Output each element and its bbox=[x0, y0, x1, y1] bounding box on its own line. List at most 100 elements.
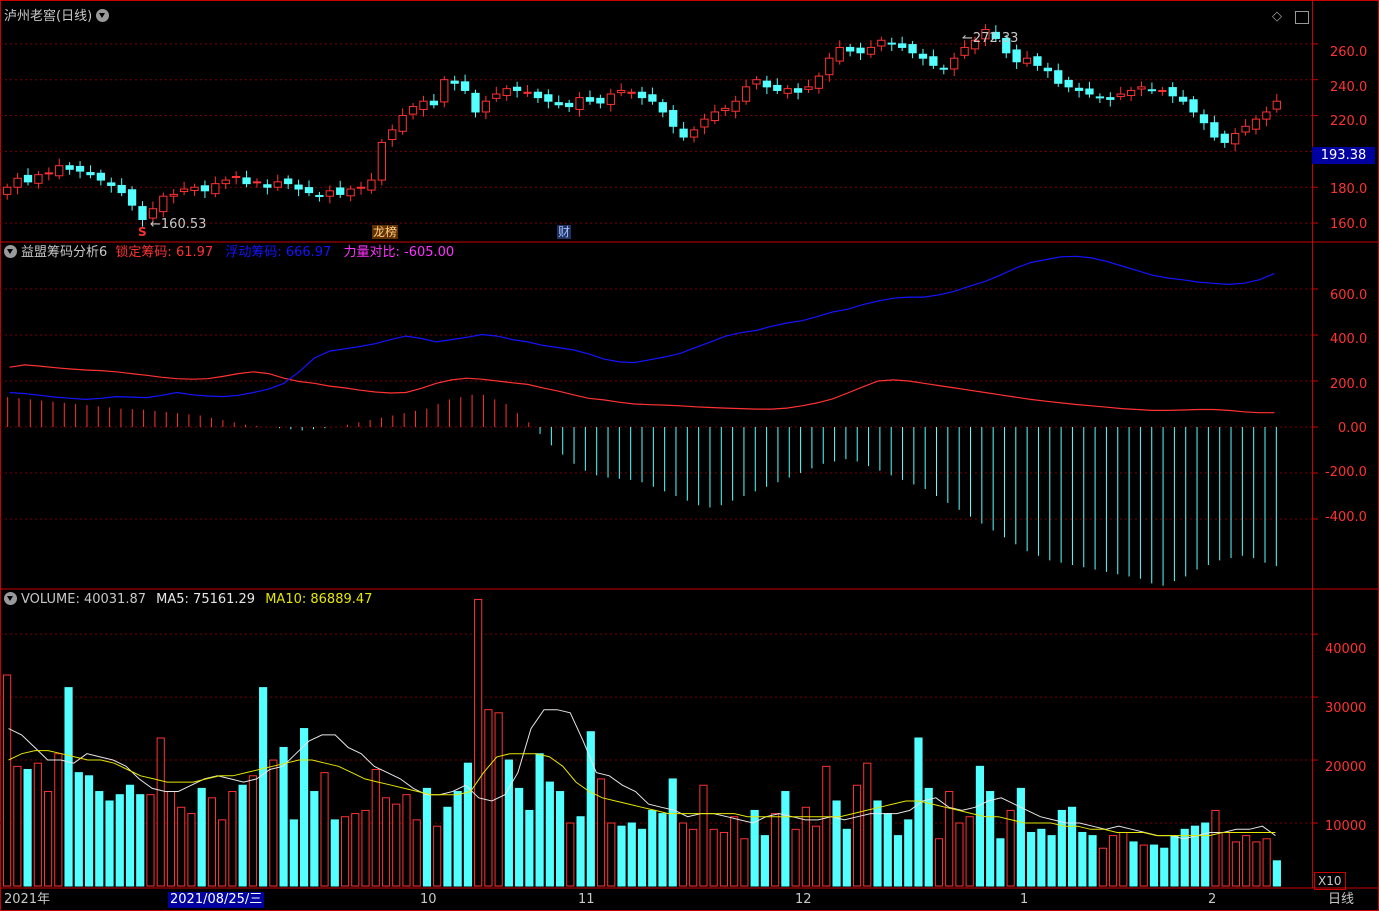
volume-bar bbox=[883, 813, 892, 887]
candle-body bbox=[877, 39, 886, 47]
price-tick: 180.0 bbox=[1330, 182, 1368, 197]
indicator-name: 益盟筹码分析6 bbox=[21, 245, 108, 260]
force-value: -605.00 bbox=[404, 245, 455, 260]
volume-bar bbox=[893, 835, 903, 887]
month-label: 2 bbox=[1208, 892, 1217, 907]
chevron-down-icon[interactable] bbox=[4, 245, 17, 258]
diamond-icon[interactable]: ◇ bbox=[1272, 9, 1282, 24]
float-value: 666.97 bbox=[285, 245, 332, 260]
candle-body bbox=[211, 183, 220, 195]
candle-body bbox=[1231, 132, 1240, 145]
volume-bar bbox=[43, 791, 53, 887]
candle-body bbox=[1095, 96, 1105, 99]
volume-bar bbox=[1006, 809, 1015, 887]
volume-bar bbox=[668, 778, 677, 887]
candle-body bbox=[388, 129, 397, 141]
chevron-down-icon[interactable] bbox=[4, 592, 17, 605]
candle-body bbox=[481, 100, 491, 113]
panel-toggle-icon[interactable] bbox=[1295, 11, 1309, 24]
volume-bar bbox=[187, 813, 196, 887]
volume-tick: 40000 bbox=[1325, 642, 1367, 657]
candle-body bbox=[960, 46, 969, 56]
cursor-date-box: 2021/08/25/三 bbox=[168, 892, 265, 908]
volume-bar bbox=[781, 791, 790, 887]
volume-bar bbox=[689, 828, 698, 887]
candle-body bbox=[585, 97, 595, 102]
volume-bar bbox=[1067, 806, 1077, 887]
candle-body bbox=[117, 184, 126, 194]
candle-body bbox=[1158, 89, 1167, 92]
candle-body bbox=[190, 186, 199, 191]
candle-body bbox=[44, 172, 53, 175]
volume-bar bbox=[699, 784, 708, 887]
chevron-down-icon[interactable] bbox=[96, 9, 110, 22]
candle-body bbox=[325, 190, 334, 197]
locked-chips-line bbox=[9, 364, 1275, 414]
volume-bar bbox=[709, 828, 718, 887]
candle-body bbox=[1064, 79, 1073, 88]
period-label: (日线) bbox=[56, 9, 93, 24]
volume-bar bbox=[1180, 828, 1189, 887]
candle-body bbox=[75, 165, 85, 172]
volume-bar bbox=[1231, 841, 1241, 887]
candle-body bbox=[96, 172, 106, 181]
candle-body bbox=[908, 44, 917, 54]
volume-bar bbox=[924, 787, 933, 887]
candle-body bbox=[159, 195, 168, 213]
candle-body bbox=[502, 88, 511, 96]
candle-body bbox=[773, 84, 782, 91]
volume-bar bbox=[115, 794, 124, 887]
candle-body bbox=[65, 165, 74, 170]
price-tick: 160.0 bbox=[1330, 217, 1368, 232]
force-label: 力量对比: bbox=[343, 245, 400, 260]
volume-bar bbox=[934, 838, 944, 887]
volume-bar bbox=[811, 825, 821, 887]
rank-marker[interactable]: 龙榜 bbox=[372, 225, 399, 239]
volume-bar bbox=[1170, 835, 1179, 887]
volume-value: 40031.87 bbox=[83, 592, 146, 607]
low-price-value: 160.53 bbox=[160, 217, 207, 232]
volume-bar bbox=[299, 728, 309, 887]
candle-body bbox=[793, 88, 803, 93]
volume-bar bbox=[648, 809, 657, 887]
volume-bar bbox=[484, 709, 493, 887]
finance-marker[interactable]: 财 bbox=[557, 225, 572, 239]
locked-value: 61.97 bbox=[175, 245, 214, 260]
candle-body bbox=[107, 182, 116, 186]
s-marker[interactable]: S bbox=[138, 225, 147, 239]
candle-body bbox=[304, 187, 314, 194]
volume-bar bbox=[84, 775, 94, 887]
candle-body bbox=[55, 165, 64, 177]
candle-body bbox=[512, 86, 522, 91]
high-price-value: 272.33 bbox=[972, 31, 1019, 46]
candle-body bbox=[377, 141, 386, 181]
candle-body bbox=[804, 86, 813, 90]
candle-body bbox=[783, 88, 792, 94]
candle-body bbox=[825, 57, 834, 76]
price-panel-title: 泸州老窖(日线) bbox=[4, 9, 113, 25]
candle-body bbox=[898, 43, 907, 48]
candle-body bbox=[762, 80, 772, 88]
candle-body bbox=[835, 46, 844, 62]
candle-body bbox=[336, 187, 345, 195]
volume-bar bbox=[3, 674, 12, 887]
period-button[interactable]: 日线 bbox=[1328, 892, 1355, 907]
volume-bar bbox=[146, 794, 155, 887]
volume-bar bbox=[596, 778, 606, 887]
candle-body bbox=[1002, 37, 1011, 54]
volume-bar bbox=[371, 768, 380, 887]
volume-bar bbox=[1252, 841, 1261, 887]
volume-bar bbox=[515, 787, 524, 887]
volume-bar bbox=[1016, 787, 1025, 887]
volume-bar bbox=[1129, 841, 1138, 887]
volume-bar bbox=[1057, 809, 1066, 887]
candle-body bbox=[440, 79, 449, 103]
volume-bar bbox=[289, 819, 298, 887]
volume-bar bbox=[105, 800, 114, 887]
volume-bar bbox=[760, 835, 769, 887]
volume-bar bbox=[545, 781, 554, 887]
volume-bar bbox=[177, 806, 186, 887]
month-label: 11 bbox=[578, 892, 595, 907]
